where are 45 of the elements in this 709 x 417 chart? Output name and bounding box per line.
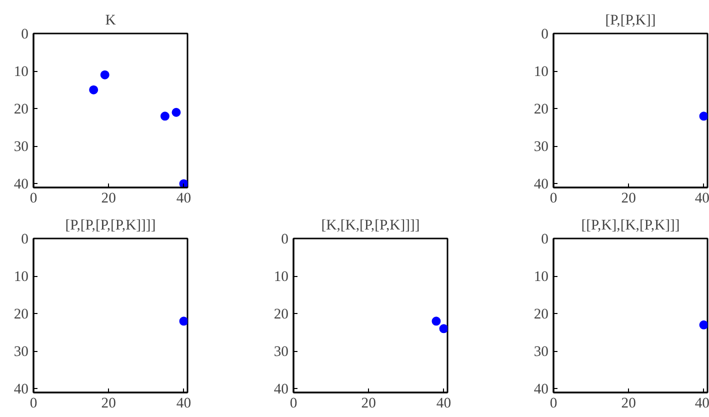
y-tick-label: 10 [534,269,548,286]
y-tick-label: 10 [534,64,548,80]
point [172,108,181,117]
point [179,179,188,188]
x-tick-label: 20 [101,396,116,412]
x-tick-label: 40 [176,396,192,412]
y-tick-label: 20 [14,306,28,323]
x-tick-label: 40 [176,190,192,206]
x-tick-label: 20 [361,396,376,412]
y-tick-label: 10 [14,64,28,80]
y-tick-label: 40 [14,382,28,398]
point [89,85,98,94]
chart-title: [[P,K],[K,[P,K]]] [581,218,680,234]
x-tick-label: 20 [101,190,116,206]
y-tick-label: 40 [274,382,288,398]
x-tick-label: 40 [436,396,452,412]
chart-title: K [105,12,116,28]
x-tick-label: 40 [694,396,709,412]
chart-title: [P,[P,K]] [605,12,656,28]
y-tick-label: 20 [14,102,28,118]
y-tick-label: 30 [14,344,28,360]
chart-title: [K,[K,[P,[P,K]]]] [321,218,420,234]
y-tick-label: 30 [534,139,548,156]
y-tick-label: 0 [21,26,28,42]
point [100,70,110,80]
y-tick-label: 0 [281,232,288,248]
y-tick-label: 10 [274,269,288,286]
point [160,112,170,121]
y-tick-label: 30 [14,139,28,156]
y-tick-label: 20 [534,102,548,118]
y-tick-label: 40 [534,382,548,398]
x-tick-label: 20 [621,396,636,412]
x-tick-label: 40 [694,190,709,206]
y-tick-label: 0 [21,232,28,248]
y-tick-label: 30 [274,344,288,360]
x-tick-label: 20 [621,190,636,206]
y-tick-label: 40 [534,176,548,193]
y-tick-label: 20 [534,306,548,323]
y-tick-label: 20 [274,306,288,323]
y-tick-label: 10 [14,269,28,286]
y-tick-label: 40 [14,176,28,193]
chart-title: [P,[P,[P,[P,K]]]] [65,218,156,234]
y-tick-label: 30 [534,344,548,360]
y-tick-label: 0 [541,26,548,42]
y-tick-label: 0 [541,232,548,248]
